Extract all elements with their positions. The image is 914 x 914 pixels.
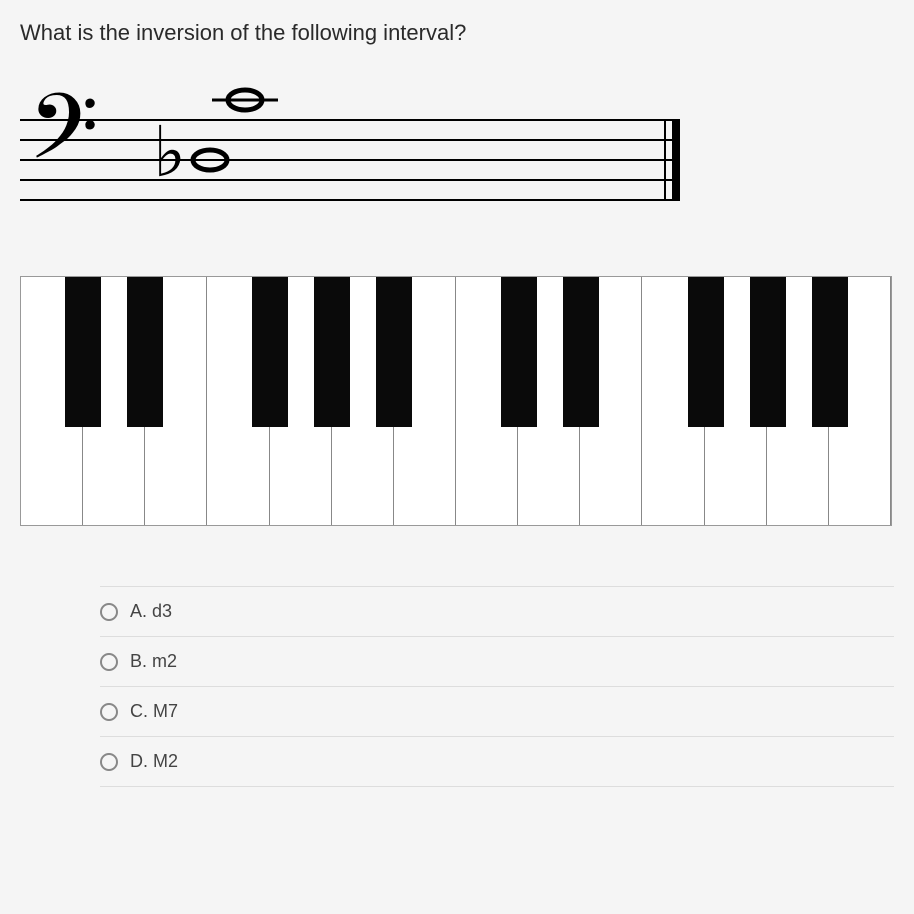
black-key[interactable] — [376, 277, 412, 427]
question-text: What is the inversion of the following i… — [20, 20, 894, 46]
option-label: B. m2 — [130, 651, 177, 672]
black-key[interactable] — [127, 277, 163, 427]
option-a[interactable]: A. d3 — [100, 586, 894, 637]
svg-text:𝄢: 𝄢 — [28, 78, 99, 200]
radio-icon — [100, 653, 118, 671]
svg-text:♭: ♭ — [153, 115, 186, 192]
option-label: C. M7 — [130, 701, 178, 722]
black-key[interactable] — [563, 277, 599, 427]
option-label: A. d3 — [130, 601, 172, 622]
black-key[interactable] — [314, 277, 350, 427]
option-b[interactable]: B. m2 — [100, 637, 894, 687]
answer-options: A. d3 B. m2 C. M7 D. M2 — [100, 586, 894, 787]
option-c[interactable]: C. M7 — [100, 687, 894, 737]
radio-icon — [100, 753, 118, 771]
radio-icon — [100, 603, 118, 621]
radio-icon — [100, 703, 118, 721]
option-label: D. M2 — [130, 751, 178, 772]
staff-svg: 𝄢 ♭ — [20, 76, 680, 246]
music-notation: 𝄢 ♭ — [20, 76, 680, 226]
option-d[interactable]: D. M2 — [100, 737, 894, 787]
black-key[interactable] — [65, 277, 101, 427]
black-key[interactable] — [501, 277, 537, 427]
black-key[interactable] — [750, 277, 786, 427]
black-key[interactable] — [688, 277, 724, 427]
piano-keyboard[interactable] — [20, 276, 892, 526]
black-key[interactable] — [252, 277, 288, 427]
black-key[interactable] — [812, 277, 848, 427]
